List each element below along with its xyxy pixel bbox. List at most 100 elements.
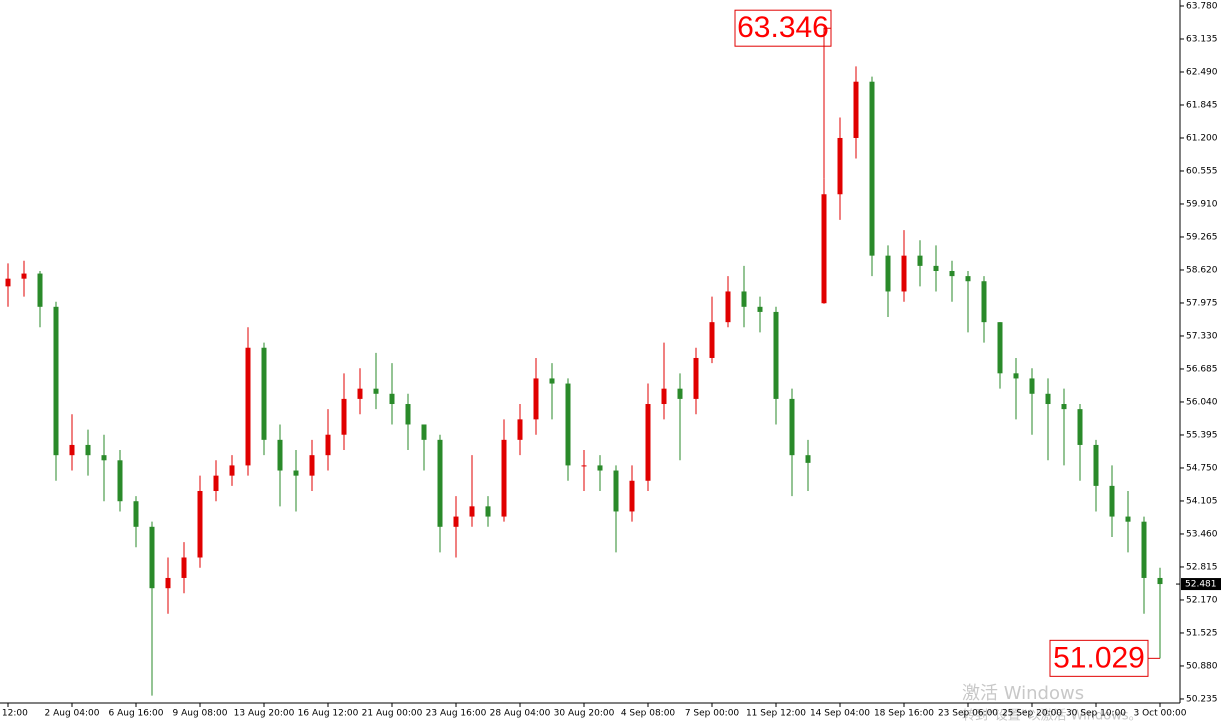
candle-body	[373, 388, 379, 394]
candle-body	[837, 137, 843, 195]
x-tick-label: 28 Aug 04:00	[490, 709, 551, 719]
x-tick-label: 18 Sep 16:00	[874, 709, 934, 719]
y-tick-label: 63.780	[1186, 1, 1218, 11]
candle-body	[757, 306, 763, 312]
candle-body	[309, 455, 315, 476]
candle-body	[277, 439, 283, 471]
x-tick-label: 13 Aug 20:00	[234, 709, 295, 719]
candle-body	[1077, 409, 1083, 445]
watermark: 激活 Windows	[962, 683, 1084, 704]
candle-body	[341, 398, 347, 435]
candle-body	[1109, 485, 1115, 517]
candle-body	[469, 506, 475, 517]
candle-body	[853, 81, 859, 138]
last-price-label: 52.481	[1185, 580, 1217, 590]
candle-body	[1141, 521, 1147, 578]
x-tick-label: 23 Aug 16:00	[426, 709, 487, 719]
y-tick-label: 57.975	[1186, 298, 1218, 308]
candle-body	[645, 404, 651, 481]
candle-body	[421, 424, 427, 440]
candle-body	[901, 255, 907, 292]
candle-body	[1157, 577, 1163, 585]
candle-body	[821, 194, 827, 304]
candle-body	[117, 460, 123, 502]
y-tick-label: 59.910	[1186, 199, 1218, 209]
candle-body	[709, 322, 715, 358]
x-tick-label: 14 Sep 04:00	[810, 709, 870, 719]
candle-body	[405, 404, 411, 425]
y-tick-label: 55.395	[1186, 430, 1218, 440]
y-tick-label: 54.750	[1186, 463, 1218, 473]
x-tick-label: 16 Aug 12:00	[298, 709, 359, 719]
candle-body	[213, 475, 219, 491]
candle-body	[53, 306, 59, 456]
x-tick-label: 4 Sep 08:00	[621, 709, 676, 719]
y-tick-label: 52.170	[1186, 595, 1218, 605]
y-tick-label: 56.040	[1186, 397, 1218, 407]
y-tick-label: 58.620	[1186, 265, 1218, 275]
x-tick-label: 9 Aug 08:00	[173, 709, 228, 719]
x-tick-label: 23 Sep 06:00	[938, 709, 998, 719]
candle-body	[1029, 378, 1035, 394]
candle-body	[1013, 373, 1019, 379]
candle-body	[549, 378, 555, 384]
candle-body	[1093, 444, 1099, 486]
candle-body	[933, 265, 939, 271]
candle-body	[453, 516, 459, 527]
x-tick-label: 2 Aug 04:00	[45, 709, 100, 719]
candle-body	[917, 255, 923, 266]
y-tick-label: 51.525	[1186, 628, 1218, 638]
candle-body	[613, 470, 619, 512]
y-tick-label: 62.490	[1186, 67, 1218, 77]
candle-body	[197, 490, 203, 558]
candle-body	[581, 465, 587, 467]
candle-body	[437, 439, 443, 527]
candle-body	[325, 434, 331, 456]
x-tick-label: Jul 12:00	[0, 709, 28, 719]
candle-body	[517, 419, 523, 440]
last-price-box	[1181, 578, 1221, 591]
candle-body	[21, 273, 27, 279]
candle-body	[69, 444, 75, 456]
y-tick-label: 53.460	[1186, 529, 1218, 539]
candle-body	[85, 444, 91, 456]
y-tick-label: 56.685	[1186, 364, 1218, 374]
candle-body	[501, 439, 507, 517]
candle-body	[949, 270, 955, 277]
candle-body	[5, 278, 11, 287]
candle-body	[37, 273, 43, 307]
x-tick-label: 11 Sep 12:00	[746, 709, 806, 719]
candle-body	[661, 388, 667, 405]
y-tick-label: 61.845	[1186, 100, 1218, 110]
candle-body	[693, 357, 699, 399]
candle-body	[981, 281, 987, 323]
candle-body	[997, 322, 1003, 374]
candle-body	[725, 291, 731, 323]
candle-body	[773, 311, 779, 399]
y-tick-label: 50.880	[1186, 661, 1218, 671]
candle-body	[133, 501, 139, 527]
candle-body	[245, 347, 251, 466]
x-tick-label: 7 Sep 00:00	[685, 709, 740, 719]
x-tick-label: 6 Aug 16:00	[109, 709, 164, 719]
candle-body	[165, 577, 171, 589]
candle-body	[677, 388, 683, 399]
candle-body	[629, 480, 635, 512]
x-tick-label: 30 Aug 20:00	[554, 709, 615, 719]
candle-body	[485, 506, 491, 517]
candle-body	[1045, 393, 1051, 405]
candle-body	[293, 470, 299, 476]
y-tick-label: 61.200	[1186, 133, 1218, 143]
candle-body	[149, 526, 155, 589]
y-tick-label: 57.330	[1186, 331, 1218, 341]
candle-body	[181, 557, 187, 578]
candle-body	[965, 276, 971, 282]
candle-body	[261, 347, 267, 440]
watermark: 转到“设置”以激活 Windows。	[962, 709, 1142, 723]
price-label-line	[823, 27, 831, 179]
candle-body	[597, 465, 603, 471]
y-tick-label: 60.555	[1186, 166, 1218, 176]
candle-body	[1061, 404, 1067, 410]
candle-body	[805, 455, 811, 463]
